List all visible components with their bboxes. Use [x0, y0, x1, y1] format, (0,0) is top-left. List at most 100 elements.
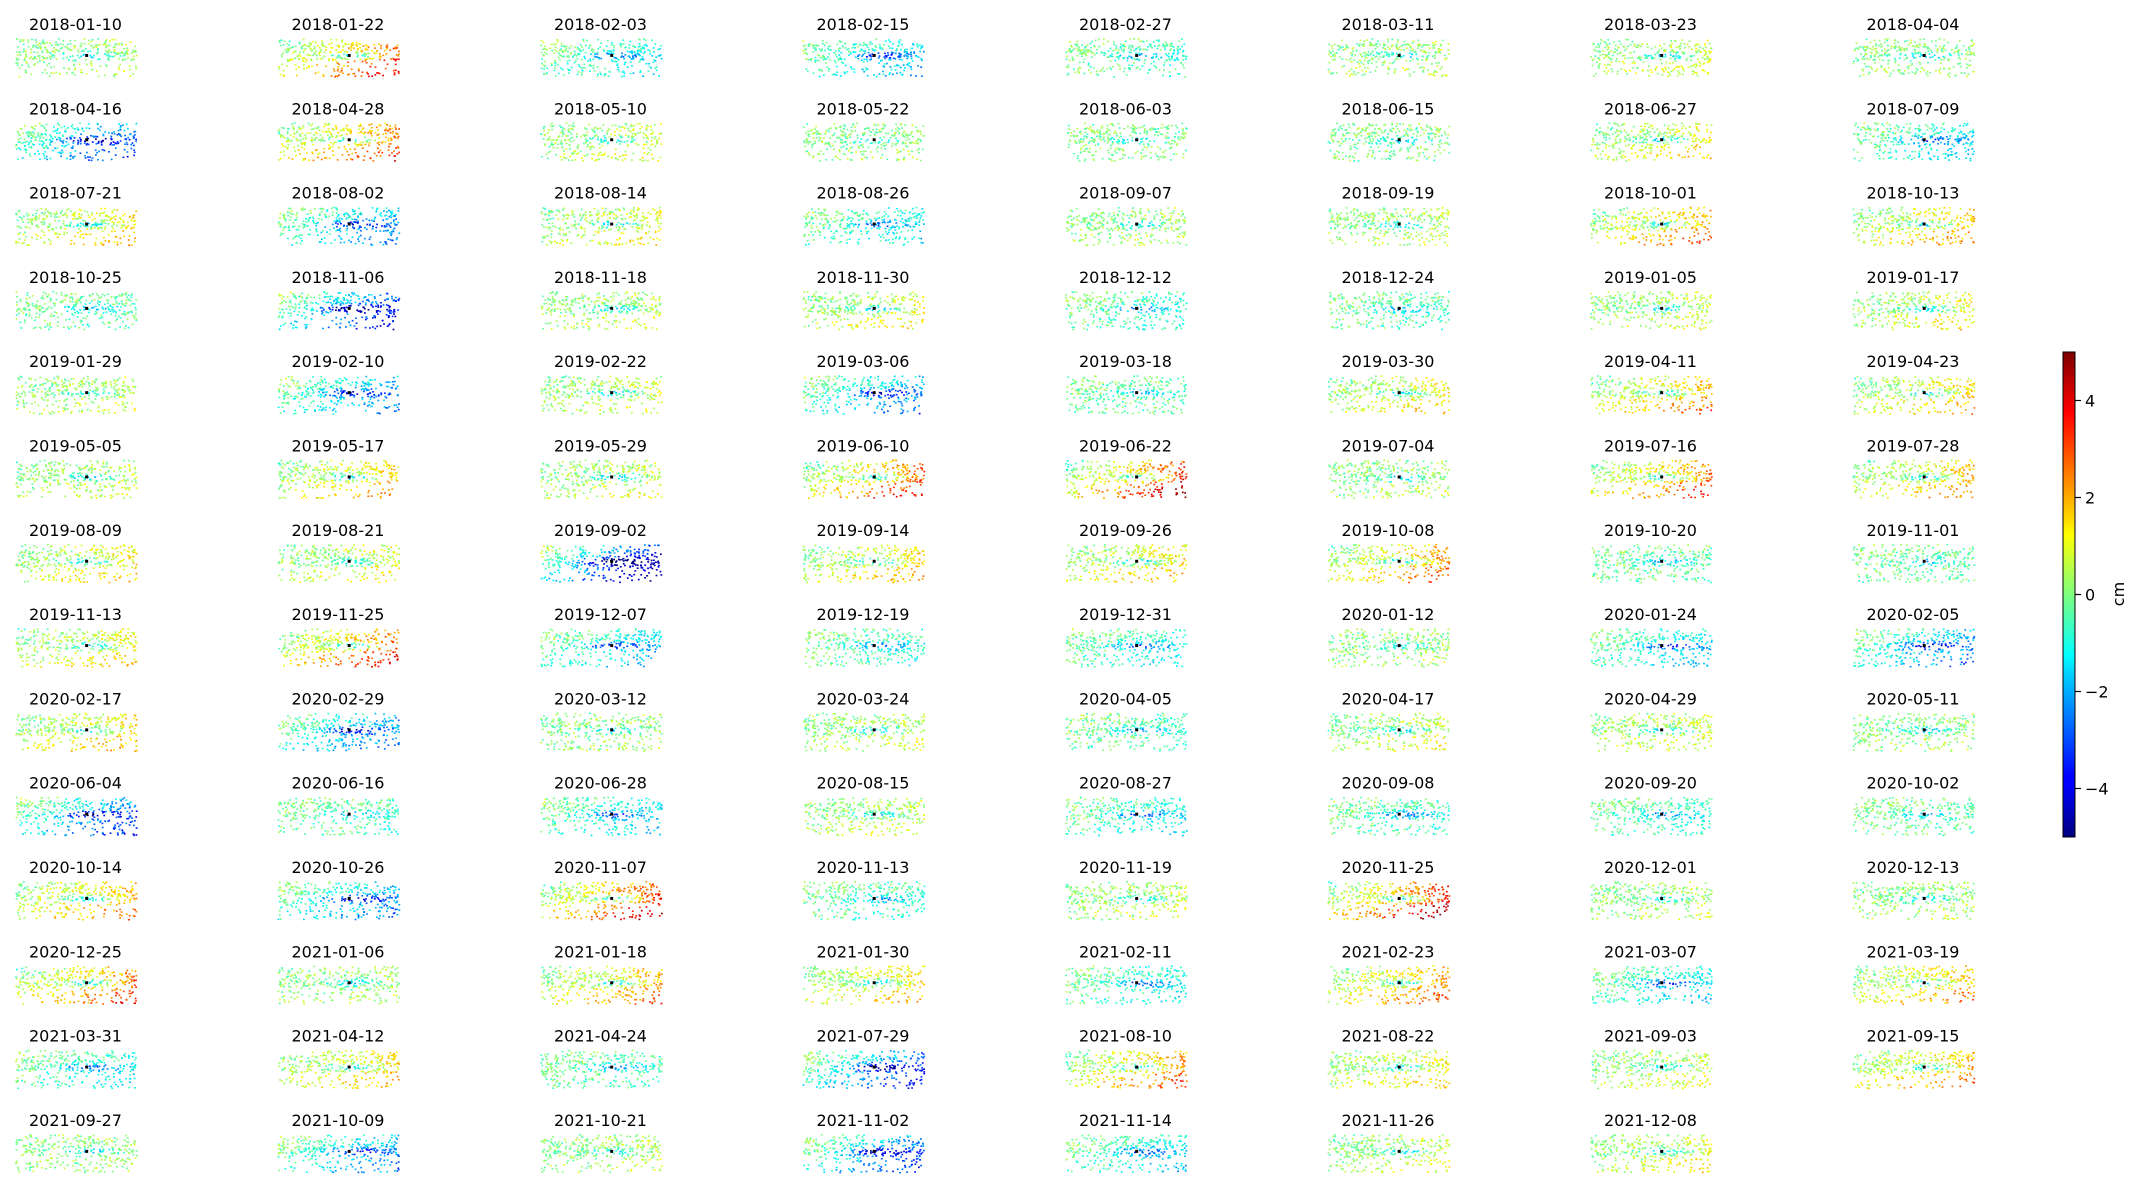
scatter-point	[1661, 68, 1664, 70]
scatter-point	[328, 157, 331, 159]
scatter-point	[568, 124, 571, 127]
scatter-point	[1710, 139, 1712, 141]
scatter-point	[1182, 64, 1184, 66]
scatter-point	[1643, 141, 1645, 144]
scatter-point	[304, 44, 306, 46]
scatter-point	[1427, 44, 1430, 46]
scatter-point	[70, 154, 72, 157]
scatter-point	[394, 63, 397, 66]
scatter-point	[61, 151, 64, 154]
scatter-point	[565, 49, 567, 51]
scatter-point	[604, 73, 607, 75]
scatter-point	[1180, 136, 1182, 138]
scatter-point	[590, 65, 593, 67]
scatter-point	[1930, 49, 1932, 51]
scatter-point	[1366, 136, 1369, 139]
scatter-point	[1341, 66, 1344, 68]
scatter-point	[1143, 124, 1145, 127]
scatter-point	[1108, 151, 1110, 154]
scatter-point	[1971, 44, 1974, 47]
scatter-point	[1641, 149, 1644, 151]
scatter-point	[596, 56, 599, 58]
scatter-point	[1693, 146, 1695, 149]
scatter-point	[1426, 126, 1428, 128]
scatter-point	[620, 45, 622, 48]
scatter-point	[542, 127, 545, 129]
scatter-point	[620, 43, 623, 46]
scatter-point	[606, 142, 609, 145]
scatter-point	[292, 126, 294, 128]
panel: 2018-02-27	[1065, 15, 1188, 78]
scatter-point	[1448, 125, 1451, 128]
scatter-point	[1354, 73, 1357, 76]
scatter-point	[910, 66, 912, 68]
scatter-point	[1602, 40, 1605, 43]
scatter-point	[119, 126, 122, 128]
scatter-point	[93, 46, 96, 48]
scatter-point	[1416, 147, 1419, 150]
scatter-point	[393, 136, 396, 139]
scatter-point	[862, 132, 864, 135]
scatter-point	[1075, 135, 1077, 137]
scatter-point	[37, 55, 40, 57]
scatter-point	[899, 54, 902, 56]
scatter-point	[1644, 57, 1647, 59]
scatter-point	[1131, 136, 1134, 139]
panel-date-label: 2018-06-15	[1342, 99, 1435, 118]
scatter-point	[1140, 40, 1143, 42]
scatter-point	[1169, 43, 1171, 46]
scatter-point	[1129, 67, 1132, 69]
scatter-point	[1107, 138, 1109, 140]
scatter-point	[1675, 55, 1678, 57]
scatter-point	[1171, 139, 1173, 142]
scatter-point	[1957, 52, 1960, 54]
scatter-point	[80, 55, 83, 58]
scatter-point	[805, 150, 807, 153]
scatter-point	[1605, 54, 1608, 56]
scatter-point	[57, 122, 59, 125]
scatter-point	[568, 59, 571, 62]
scatter-point	[362, 159, 365, 161]
scatter-point	[33, 64, 36, 66]
scatter-point	[1885, 70, 1887, 73]
scatter-point	[1613, 41, 1615, 43]
scatter-point	[97, 51, 99, 54]
scatter-point	[1710, 131, 1712, 134]
scatter-point	[1859, 46, 1862, 48]
scatter-point	[363, 53, 366, 56]
scatter-point	[918, 130, 921, 132]
scatter-point	[1336, 155, 1339, 158]
scatter-point	[1917, 51, 1920, 53]
scatter-point	[1608, 155, 1611, 158]
scatter-point	[883, 66, 886, 68]
scatter-point	[812, 156, 814, 159]
scatter-point	[817, 132, 820, 134]
scatter-point	[542, 41, 545, 44]
scatter-point	[1631, 40, 1634, 43]
scatter-point	[1090, 137, 1093, 139]
scatter-point	[37, 150, 39, 152]
scatter-point	[819, 137, 822, 140]
scatter-point	[1133, 130, 1135, 132]
scatter-point	[1906, 57, 1908, 59]
scatter-point	[119, 55, 122, 57]
scatter-point	[854, 130, 857, 132]
scatter-point	[1160, 156, 1162, 158]
scatter-point	[1445, 57, 1448, 60]
scatter-point	[910, 57, 913, 60]
scatter-point	[336, 75, 339, 78]
scatter-point	[1435, 52, 1438, 55]
scatter-point	[1400, 49, 1403, 51]
scatter-point	[1096, 129, 1099, 131]
scatter-point	[1677, 54, 1680, 57]
scatter-point	[654, 145, 657, 148]
scatter-point	[585, 128, 588, 130]
scatter-point	[621, 154, 624, 157]
scatter-point	[1888, 75, 1891, 77]
scatter-point	[651, 39, 653, 41]
scatter-point	[1608, 64, 1611, 66]
scatter-point	[805, 58, 808, 60]
panel-date-label: 2018-06-27	[1604, 99, 1697, 118]
scatter-point	[614, 124, 617, 127]
scatter-point	[624, 46, 626, 49]
